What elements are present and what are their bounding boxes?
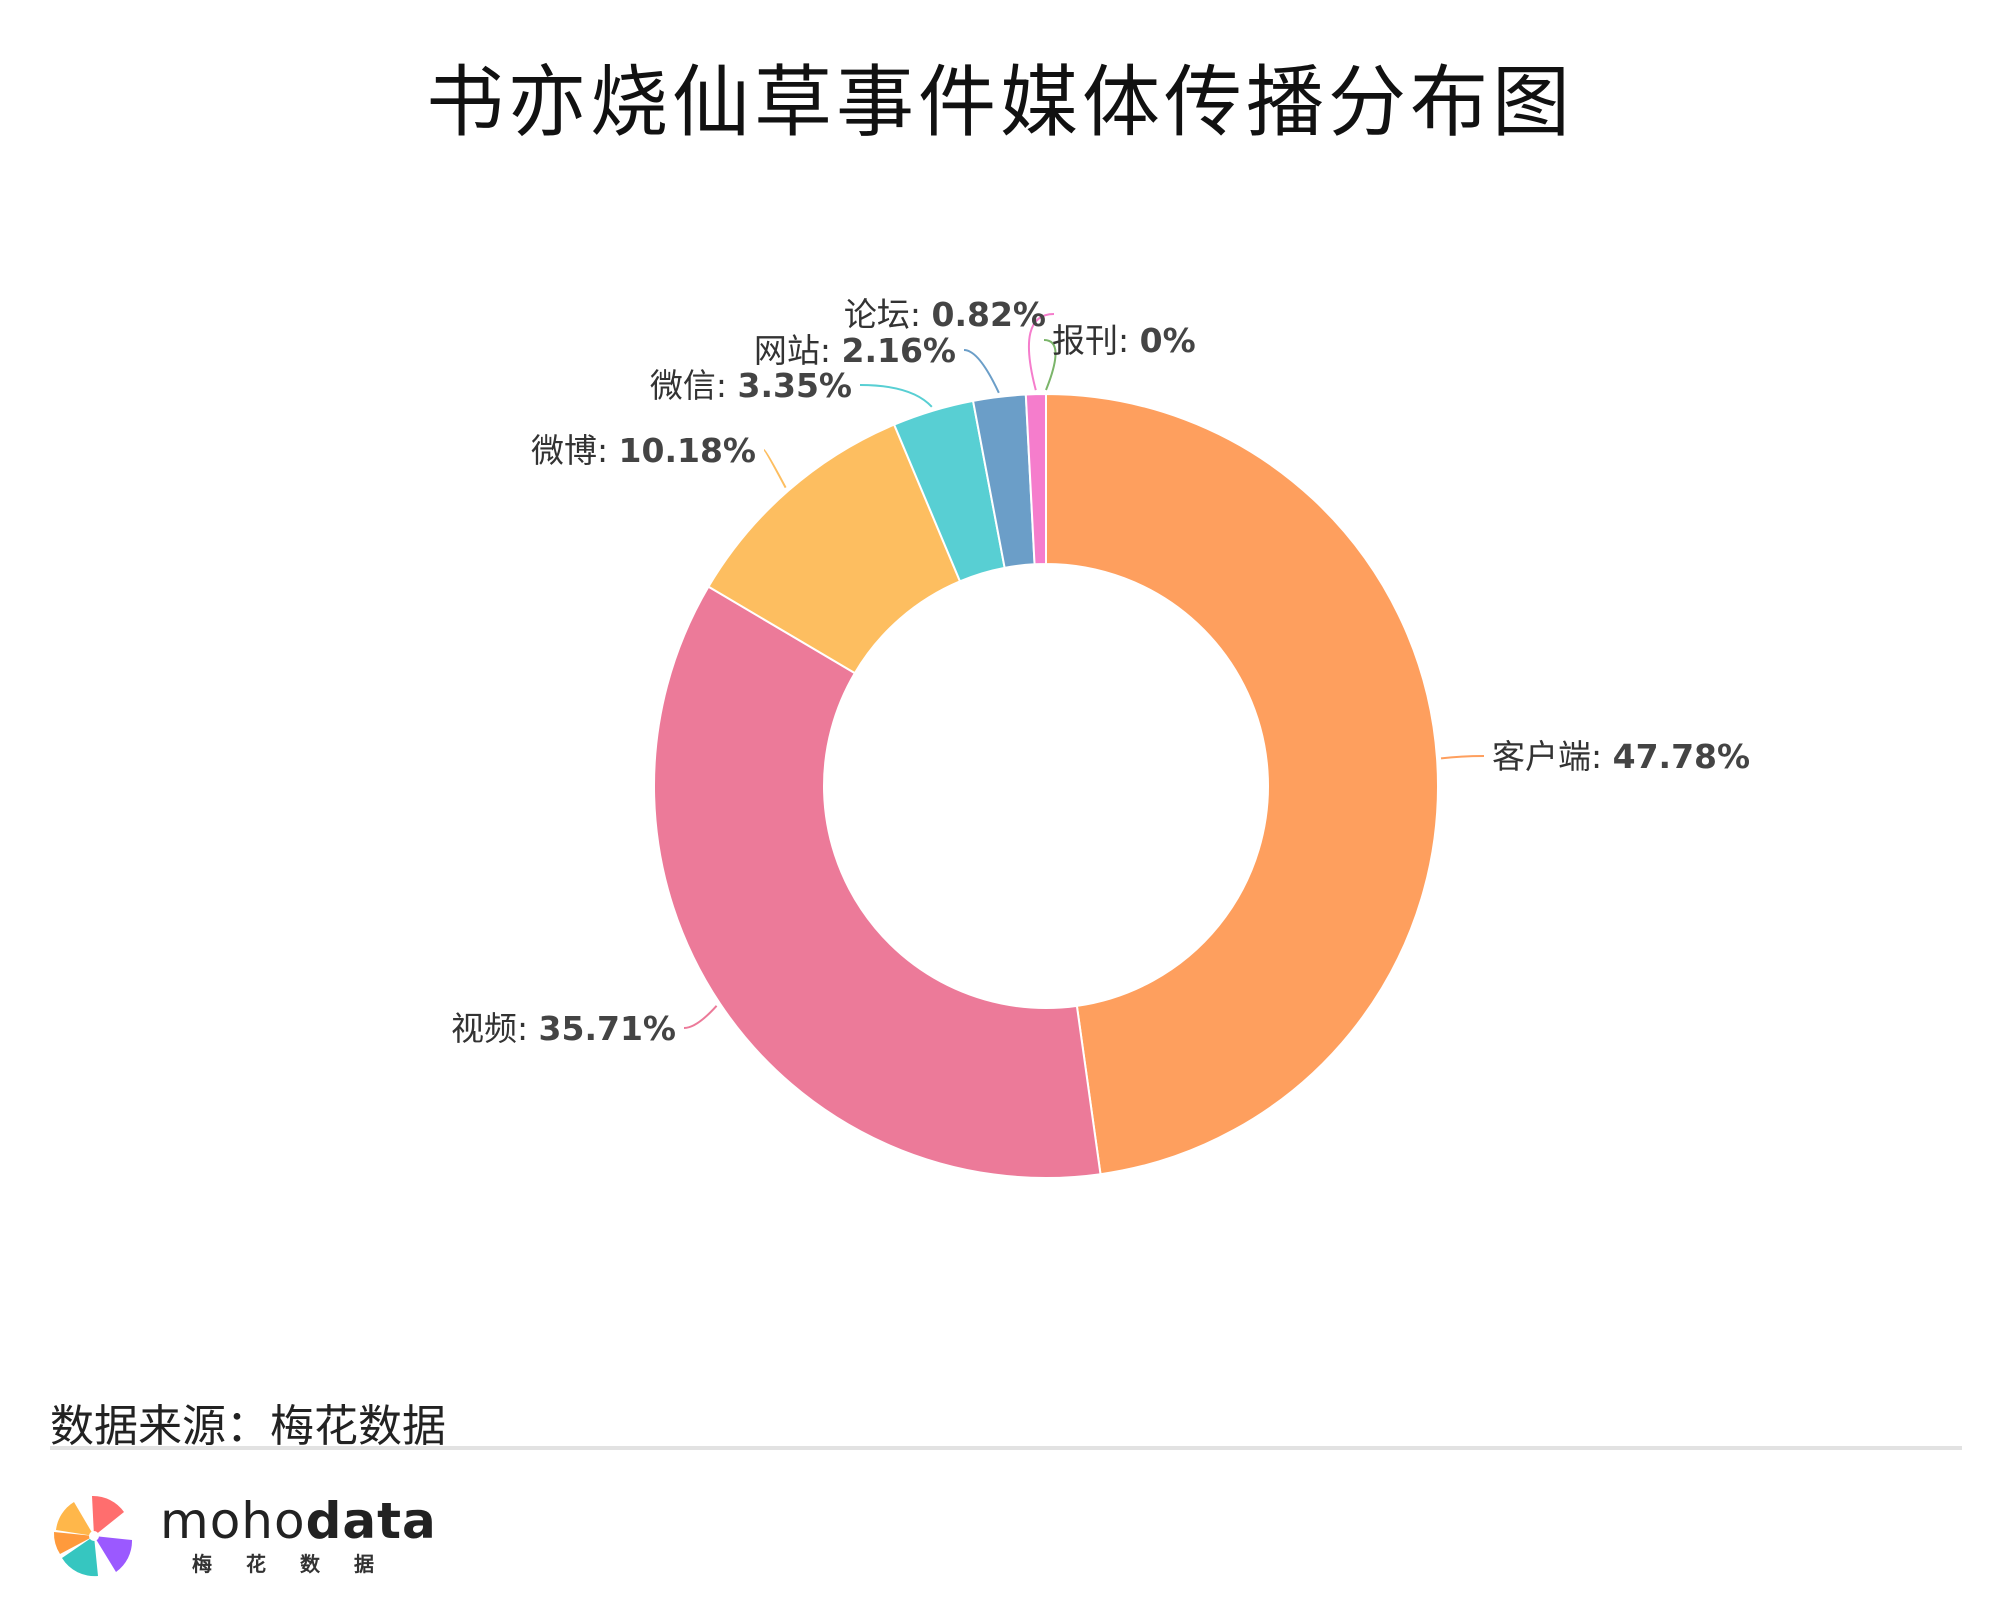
- slice-label-name: 网站:: [754, 331, 842, 370]
- slice-label-论坛: 论坛: 0.82%: [844, 295, 1046, 334]
- leader-line-微博: [763, 449, 787, 489]
- slice-label-value: 3.35%: [738, 366, 853, 405]
- leader-line-微信: [859, 384, 933, 408]
- leader-line-客户端: [1440, 755, 1485, 760]
- slice-label-报刊: 报刊: 0%: [1052, 321, 1196, 360]
- leader-line-视频: [683, 1005, 718, 1029]
- leader-line-网站: [963, 349, 1000, 394]
- label-leader-lines: [683, 313, 1485, 1029]
- slice-label-微博: 微博: 10.18%: [531, 431, 756, 470]
- slice-label-name: 视频:: [451, 1009, 539, 1048]
- slice-label-name: 微博:: [531, 431, 619, 470]
- footer-divider: [50, 1446, 1962, 1450]
- slice-label-value: 2.16%: [842, 331, 957, 370]
- mohodata-logo-icon: [53, 1495, 133, 1577]
- leader-line-报刊: [1043, 339, 1057, 391]
- slice-label-value: 10.18%: [619, 431, 756, 470]
- slice-客户端: [1045, 392, 1439, 1176]
- slice-论坛: [1024, 392, 1047, 566]
- slice-label-客户端: 客户端: 47.78%: [1492, 737, 1750, 776]
- donut-chart: 客户端: 47.78% 视频: 35.71% 微博: 10.18% 微信: 3.35%…: [451, 295, 1750, 1179]
- slice-视频: [653, 585, 1102, 1179]
- slice-label-name: 客户端:: [1492, 737, 1613, 776]
- slice-label-name: 报刊:: [1052, 321, 1140, 360]
- donut-slices: [653, 392, 1439, 1179]
- slice-label-value: 0.82%: [932, 295, 1047, 334]
- brand-wordmark: mohodata: [160, 1492, 437, 1550]
- slice-label-value: 35.71%: [539, 1009, 676, 1048]
- slice-labels: 客户端: 47.78% 视频: 35.71% 微博: 10.18% 微信: 3.35%…: [451, 295, 1750, 1048]
- slice-label-name: 微信:: [650, 366, 738, 405]
- slice-label-name: 论坛:: [844, 295, 932, 334]
- slice-label-value: 0%: [1140, 321, 1196, 360]
- brand-chinese: 梅花数据: [192, 1552, 408, 1576]
- slice-label-微信: 微信: 3.35%: [650, 366, 852, 405]
- brand-suffix: data: [305, 1492, 437, 1550]
- chart-title: 书亦烧仙草事件媒体传播分布图: [425, 58, 1574, 148]
- data-source: 数据来源：梅花数据: [50, 1401, 446, 1452]
- slice-label-网站: 网站: 2.16%: [754, 331, 956, 370]
- leader-line-论坛: [1027, 313, 1055, 391]
- slice-label-value: 47.78%: [1613, 737, 1750, 776]
- brand-prefix: moho: [160, 1492, 306, 1550]
- slice-label-视频: 视频: 35.71%: [451, 1009, 676, 1048]
